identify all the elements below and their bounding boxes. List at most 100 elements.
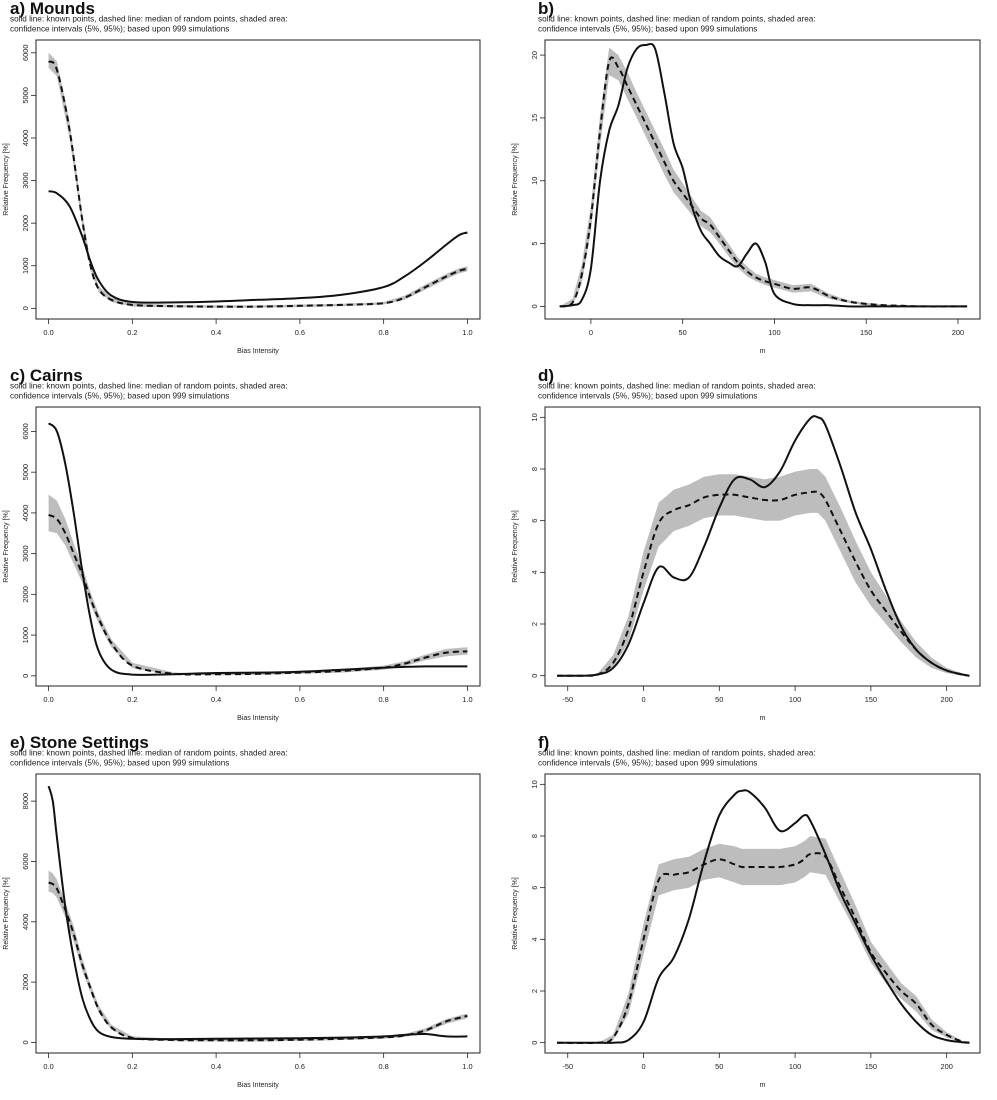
panel-subtitle-line-2: confidence intervals (5%, 95%); based up… [10,25,229,34]
x-axis-label: Bias Intensity [237,1082,279,1089]
confidence-band [559,47,968,307]
panel-subtitle-line-1: solid line: known points, dashed line: m… [10,15,288,24]
x-tick-label: 0.8 [379,695,389,704]
x-tick-label: 1.0 [462,328,472,337]
x-tick-label: 150 [865,695,877,704]
x-tick-label: 0.4 [211,328,221,337]
x-tick-label: 0.0 [43,328,53,337]
y-tick-label: 3000 [21,545,30,561]
y-tick-label: 4 [530,570,539,574]
panel-subtitle-line-2: confidence intervals (5%, 95%); based up… [10,392,229,401]
plot-frame [544,773,981,1054]
y-tick-label: 0 [21,674,30,678]
x-tick-label: 200 [952,328,964,337]
x-tick-label: 0.8 [379,328,389,337]
chart-panel-d: d)solid line: known points, dashed line:… [512,366,981,722]
x-axis-label: m [760,348,766,355]
x-tick-label: 0.2 [127,695,137,704]
y-tick-label: 8 [530,834,539,838]
y-tick-label: 1000 [21,258,30,274]
y-tick-label: 5000 [21,87,30,103]
x-tick-label: 1.0 [462,695,472,704]
x-tick-label: 0.2 [127,1062,137,1071]
y-tick-label: 0 [21,1040,30,1044]
y-tick-label: 6000 [21,853,30,869]
panel-subtitle-line-1: solid line: known points, dashed line: m… [10,749,288,758]
known-points-line [557,789,970,1044]
x-tick-label: 150 [865,1062,877,1071]
x-axis-label: Bias Intensity [237,715,279,722]
y-tick-label: 3000 [21,172,30,188]
x-axis-label: m [760,715,766,722]
plot-frame [35,39,481,320]
y-tick-label: 6000 [21,45,30,61]
y-tick-label: 2 [530,989,539,993]
x-tick-label: 1.0 [462,1062,472,1071]
x-tick-label: 100 [789,1062,801,1071]
confidence-band [48,52,468,308]
y-tick-label: 1000 [21,627,30,643]
panel-subtitle-line-2: confidence intervals (5%, 95%); based up… [10,759,229,768]
y-tick-label: 2 [530,622,539,626]
confidence-band [557,836,970,1043]
y-tick-label: 2000 [21,586,30,602]
y-axis-label: Relative Frequency [%] [3,143,10,215]
x-tick-label: -50 [562,695,573,704]
y-tick-label: 4000 [21,914,30,930]
plot-frame [544,406,981,687]
x-tick-label: 0.2 [127,328,137,337]
known-points-line [557,415,970,677]
x-tick-label: 100 [768,328,780,337]
panel-subtitle-line-1: solid line: known points, dashed line: m… [10,382,288,391]
panel-title: e) Stone Settings [10,733,149,752]
panel-subtitle-line-2: confidence intervals (5%, 95%); based up… [538,25,757,34]
plot-frame [544,39,981,320]
x-tick-label: 50 [715,695,723,704]
y-tick-label: 4 [530,937,539,941]
x-tick-label: 0.0 [43,695,53,704]
x-tick-label: 200 [940,1062,952,1071]
x-axis-label: m [760,1082,766,1089]
x-tick-label: 0.6 [295,1062,305,1071]
panel-subtitle-line-1: solid line: known points, dashed line: m… [538,749,816,758]
known-points-line [48,190,468,304]
y-axis-label: Relative Frequency [%] [512,143,519,215]
panel-subtitle-line-1: solid line: known points, dashed line: m… [538,15,816,24]
panel-title: f) [538,733,549,752]
y-tick-label: 15 [530,114,539,122]
y-tick-label: 0 [21,306,30,310]
confidence-band [48,870,468,1042]
x-tick-label: 0.8 [379,1062,389,1071]
y-tick-label: 5000 [21,464,30,480]
known-points-line [47,422,468,676]
x-tick-label: 200 [940,695,952,704]
plot-frame [35,406,481,687]
y-tick-label: 6 [530,519,539,523]
median-line [557,852,970,1045]
plot-frame [35,773,481,1054]
x-tick-label: 0.4 [211,1062,221,1071]
y-tick-label: 5 [530,242,539,246]
panel-title: d) [538,366,554,385]
median-line [47,60,468,308]
panel-title: c) Cairns [10,366,83,385]
x-tick-label: 0.6 [295,695,305,704]
y-tick-label: 20 [530,51,539,59]
panel-subtitle-line-2: confidence intervals (5%, 95%); based up… [538,759,757,768]
median-line [48,513,468,676]
x-tick-label: 50 [679,328,687,337]
y-tick-label: 0 [530,674,539,678]
y-tick-label: 8000 [21,793,30,809]
y-axis-label: Relative Frequency [%] [512,877,519,949]
x-axis-label: Bias Intensity [237,348,279,355]
median-line [559,56,968,308]
y-tick-label: 0 [530,1041,539,1045]
chart-panel-f: f)solid line: known points, dashed line:… [512,733,981,1089]
x-tick-label: 100 [789,695,801,704]
y-axis-label: Relative Frequency [%] [3,510,10,582]
x-tick-label: 0 [641,695,645,704]
y-axis-label: Relative Frequency [%] [512,510,519,582]
